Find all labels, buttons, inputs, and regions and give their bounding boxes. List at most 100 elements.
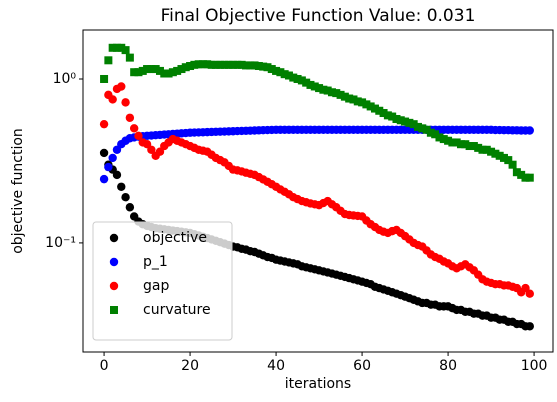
marker bbox=[310, 82, 319, 91]
marker bbox=[435, 133, 444, 142]
x-tick-label: 0 bbox=[100, 358, 109, 374]
marker bbox=[353, 97, 362, 106]
marker bbox=[388, 112, 397, 121]
marker bbox=[461, 140, 470, 149]
marker bbox=[109, 233, 119, 243]
marker bbox=[246, 61, 255, 70]
marker bbox=[259, 62, 268, 71]
marker bbox=[117, 43, 126, 52]
marker bbox=[233, 60, 242, 69]
marker bbox=[379, 109, 388, 118]
marker bbox=[108, 43, 117, 52]
x-tick-label: 80 bbox=[439, 358, 457, 374]
marker bbox=[512, 168, 521, 177]
marker bbox=[125, 113, 135, 122]
marker bbox=[474, 143, 483, 152]
marker bbox=[345, 94, 354, 103]
marker bbox=[413, 122, 422, 131]
marker bbox=[392, 115, 401, 124]
marker bbox=[302, 78, 311, 87]
marker bbox=[99, 148, 109, 158]
marker bbox=[108, 153, 117, 163]
marker bbox=[121, 98, 130, 107]
marker bbox=[306, 80, 315, 89]
marker bbox=[164, 69, 173, 78]
x-tick-label: 60 bbox=[353, 358, 371, 374]
x-tick-label: 40 bbox=[267, 358, 285, 374]
marker bbox=[319, 85, 328, 94]
marker bbox=[125, 203, 135, 212]
marker bbox=[250, 61, 259, 70]
marker bbox=[104, 56, 113, 65]
marker bbox=[138, 66, 147, 75]
marker bbox=[198, 60, 207, 69]
marker bbox=[487, 147, 496, 156]
marker bbox=[108, 95, 117, 104]
marker bbox=[418, 124, 427, 133]
marker bbox=[160, 69, 169, 78]
marker bbox=[254, 62, 263, 71]
marker bbox=[469, 142, 478, 151]
marker bbox=[508, 160, 517, 169]
marker bbox=[521, 173, 530, 182]
legend-label: curvature bbox=[143, 302, 211, 318]
marker bbox=[207, 60, 216, 69]
marker bbox=[134, 131, 143, 141]
marker bbox=[289, 73, 298, 82]
marker bbox=[478, 145, 487, 154]
marker bbox=[121, 193, 130, 202]
marker bbox=[482, 145, 491, 154]
legend-label: gap bbox=[143, 278, 169, 294]
marker bbox=[276, 68, 285, 77]
x-axis-label: iterations bbox=[285, 376, 351, 392]
marker bbox=[315, 84, 324, 93]
marker bbox=[405, 118, 414, 127]
marker bbox=[422, 125, 431, 134]
marker bbox=[99, 174, 109, 184]
marker bbox=[370, 104, 379, 113]
marker bbox=[134, 68, 143, 77]
marker bbox=[155, 66, 164, 75]
marker bbox=[525, 289, 534, 298]
marker bbox=[491, 149, 500, 158]
marker bbox=[186, 62, 195, 71]
marker bbox=[143, 65, 152, 74]
marker bbox=[332, 89, 341, 98]
marker bbox=[130, 68, 139, 77]
marker bbox=[99, 119, 109, 129]
marker bbox=[237, 60, 246, 69]
marker bbox=[495, 151, 504, 160]
marker bbox=[525, 173, 534, 182]
legend-box bbox=[92, 221, 233, 341]
marker bbox=[293, 74, 302, 83]
marker bbox=[452, 138, 461, 147]
marker bbox=[431, 130, 440, 139]
marker bbox=[229, 60, 238, 69]
marker bbox=[109, 257, 119, 267]
marker bbox=[439, 135, 448, 144]
marker bbox=[267, 65, 276, 74]
marker bbox=[216, 60, 225, 69]
marker bbox=[147, 65, 156, 74]
marker bbox=[465, 142, 474, 151]
marker bbox=[151, 65, 160, 74]
marker bbox=[375, 106, 384, 115]
marker bbox=[401, 117, 410, 126]
marker bbox=[327, 88, 336, 97]
x-tick-label: 20 bbox=[181, 358, 199, 374]
marker bbox=[358, 98, 367, 107]
marker bbox=[336, 90, 345, 99]
marker bbox=[190, 60, 199, 69]
marker bbox=[525, 126, 534, 135]
marker bbox=[349, 95, 358, 104]
marker bbox=[121, 46, 130, 55]
marker bbox=[517, 170, 526, 179]
marker bbox=[110, 306, 118, 314]
marker bbox=[224, 60, 233, 69]
marker bbox=[177, 65, 186, 74]
marker bbox=[263, 63, 272, 72]
marker bbox=[409, 120, 418, 129]
chart-title: Final Objective Function Value: 0.031 bbox=[161, 6, 476, 26]
